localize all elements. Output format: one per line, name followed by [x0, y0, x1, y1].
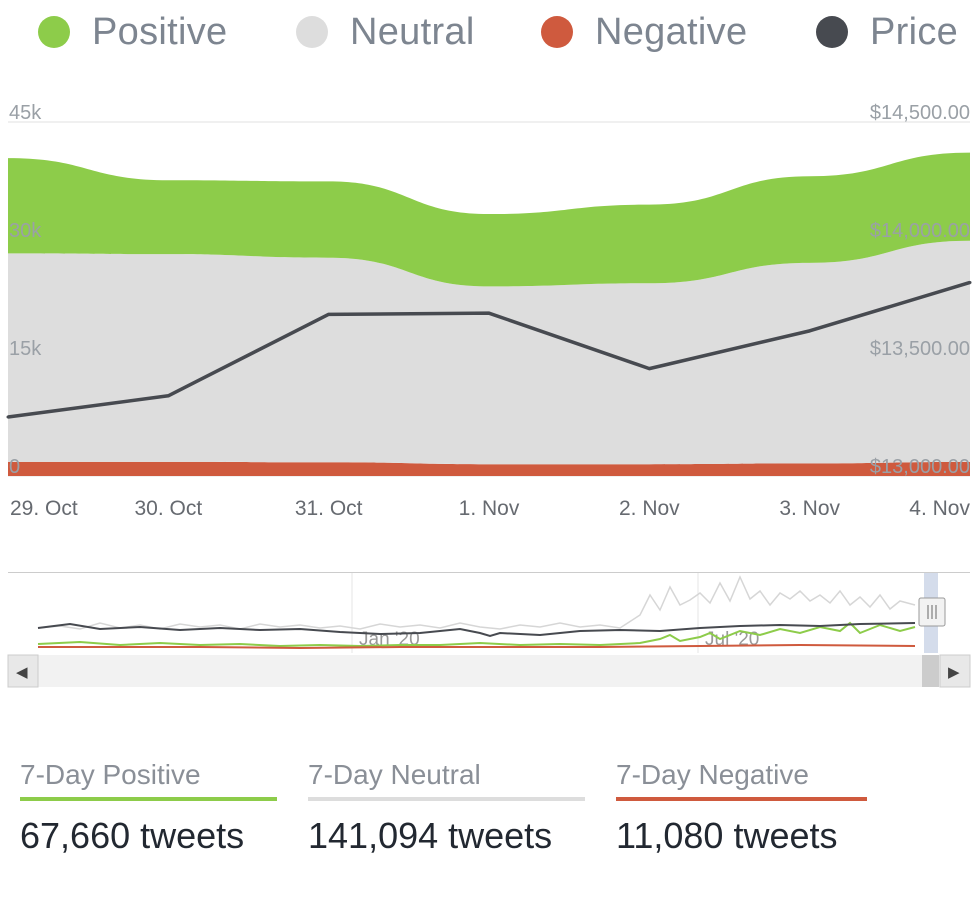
neutral-dot-icon — [296, 16, 328, 48]
legend-label-positive: Positive — [92, 10, 228, 53]
stat-rule-neutral — [308, 797, 585, 801]
y-left-tick-label: 45k — [9, 102, 42, 124]
navigator-negative-line — [38, 643, 916, 650]
y-right-tick-label: $14,500.00 — [870, 102, 970, 124]
x-tick-label: 29. Oct — [10, 497, 78, 520]
legend-label-negative: Negative — [595, 10, 748, 53]
price-point — [6, 415, 10, 419]
chart-navigator[interactable]: Jan '20 Jul '20 ◀ ▶ — [0, 565, 976, 695]
x-tick-label: 2. Nov — [619, 497, 680, 520]
stat-neutral: 7-Day Neutral 141,094 tweets — [308, 755, 585, 857]
navigator-positive-line — [37, 621, 916, 648]
stat-rule-negative — [616, 797, 867, 801]
legend-item-positive[interactable]: Positive — [38, 8, 227, 56]
stat-value-positive: 67,660 tweets — [20, 815, 245, 856]
price-dot-icon — [816, 16, 848, 48]
legend-item-negative[interactable]: Negative — [541, 8, 747, 56]
x-tick-label: 1. Nov — [459, 497, 520, 520]
stat-value-neutral: 141,094 tweets — [308, 815, 553, 856]
x-tick-label: 4. Nov — [909, 497, 970, 520]
stat-rule-positive — [20, 797, 277, 801]
price-point — [808, 329, 812, 333]
positive-dot-icon — [38, 16, 70, 48]
chevron-left-icon: ◀ — [16, 663, 28, 681]
negative-dot-icon — [541, 16, 573, 48]
price-point — [166, 394, 170, 398]
chart-legend: Positive Neutral Negative Price — [0, 0, 976, 64]
y-left-tick-label: 30k — [9, 220, 42, 242]
stat-negative: 7-Day Negative 11,080 tweets — [616, 755, 867, 857]
area-neutral — [8, 240, 970, 465]
y-left-tick-label: 0 — [9, 456, 20, 478]
sentiment-price-chart: 0 15k 30k 45k $13,000.00 $13,500.00 $14,000.00… — [6, 102, 972, 520]
stat-label-positive: 7-Day Positive — [20, 759, 201, 790]
chevron-right-icon: ▶ — [948, 663, 960, 681]
legend-label-neutral: Neutral — [350, 10, 475, 53]
y-right-tick-label: $14,000.00 — [870, 220, 970, 242]
y-left-tick-label: 15k — [9, 338, 42, 360]
legend-label-price: Price — [870, 10, 959, 53]
stat-value-negative: 11,080 tweets — [616, 815, 838, 856]
x-tick-label: 30. Oct — [134, 497, 202, 520]
price-point — [647, 367, 651, 371]
scroll-right-button[interactable] — [939, 654, 971, 688]
stat-positive: 7-Day Positive 67,660 tweets — [20, 755, 277, 857]
navigator-scrollbar-track[interactable] — [8, 655, 970, 687]
stat-label-neutral: 7-Day Neutral — [308, 759, 481, 790]
legend-item-price[interactable]: Price — [816, 8, 958, 56]
navigator-scrollbar-thumb[interactable] — [922, 655, 939, 687]
y-right-tick-label: $13,500.00 — [870, 338, 970, 360]
x-tick-label: 31. Oct — [295, 497, 363, 520]
navigator-price-line — [37, 622, 916, 638]
area-negative — [8, 461, 970, 476]
navigator-top-border — [8, 572, 970, 573]
x-tick-label: 3. Nov — [779, 497, 840, 520]
area-positive — [8, 152, 970, 287]
scroll-left-button[interactable] — [7, 654, 39, 688]
legend-item-neutral[interactable]: Neutral — [296, 8, 475, 56]
price-point — [327, 312, 331, 316]
y-right-tick-label: $13,000.00 — [870, 456, 970, 478]
navigator-neutral-line — [37, 575, 916, 630]
price-point — [968, 280, 972, 284]
stat-label-negative: 7-Day Negative — [616, 759, 809, 790]
price-point — [487, 311, 491, 315]
